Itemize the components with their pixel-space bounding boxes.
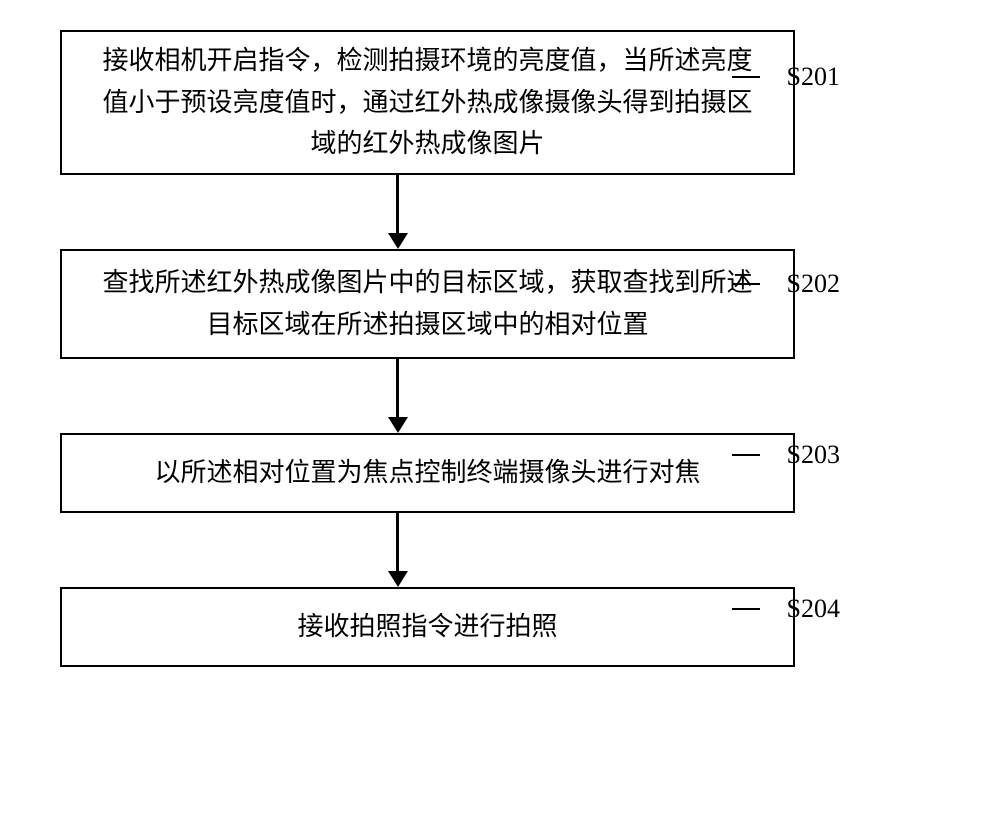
step-label-4: S204	[787, 594, 840, 624]
arrow-line-3	[396, 513, 399, 571]
arrow-head-2	[388, 417, 408, 433]
step-row-3: 以所述相对位置为焦点控制终端摄像头进行对焦 S203	[60, 433, 940, 513]
step-text-1: 接收相机开启指令，检测拍摄环境的亮度值，当所述亮度值小于预设亮度值时，通过红外热…	[92, 40, 763, 165]
step-box-4: 接收拍照指令进行拍照	[60, 587, 795, 667]
connector-1	[732, 76, 760, 78]
connector-2	[732, 283, 760, 285]
arrow-head-3	[388, 571, 408, 587]
arrow-1	[388, 175, 408, 249]
step-text-2: 查找所述红外热成像图片中的目标区域，获取查找到所述目标区域在所述拍摄区域中的相对…	[92, 262, 763, 345]
step-text-4: 接收拍照指令进行拍照	[297, 606, 557, 648]
step-box-2: 查找所述红外热成像图片中的目标区域，获取查找到所述目标区域在所述拍摄区域中的相对…	[60, 249, 795, 359]
step-box-3: 以所述相对位置为焦点控制终端摄像头进行对焦	[60, 433, 795, 513]
step-text-3: 以所述相对位置为焦点控制终端摄像头进行对焦	[154, 452, 700, 494]
arrow-head-1	[388, 233, 408, 249]
arrow-3	[388, 513, 408, 587]
flowchart-container: 接收相机开启指令，检测拍摄环境的亮度值，当所述亮度值小于预设亮度值时，通过红外热…	[60, 30, 940, 667]
arrow-2	[388, 359, 408, 433]
connector-3	[732, 454, 760, 456]
connector-4	[732, 608, 760, 610]
step-row-4: 接收拍照指令进行拍照 S204	[60, 587, 940, 667]
arrow-line-1	[396, 175, 399, 233]
step-box-1: 接收相机开启指令，检测拍摄环境的亮度值，当所述亮度值小于预设亮度值时，通过红外热…	[60, 30, 795, 175]
step-row-1: 接收相机开启指令，检测拍摄环境的亮度值，当所述亮度值小于预设亮度值时，通过红外热…	[60, 30, 940, 175]
arrow-line-2	[396, 359, 399, 417]
step-label-3: S203	[787, 440, 840, 470]
step-label-2: S202	[787, 269, 840, 299]
step-row-2: 查找所述红外热成像图片中的目标区域，获取查找到所述目标区域在所述拍摄区域中的相对…	[60, 249, 940, 359]
step-label-1: S201	[787, 62, 840, 92]
